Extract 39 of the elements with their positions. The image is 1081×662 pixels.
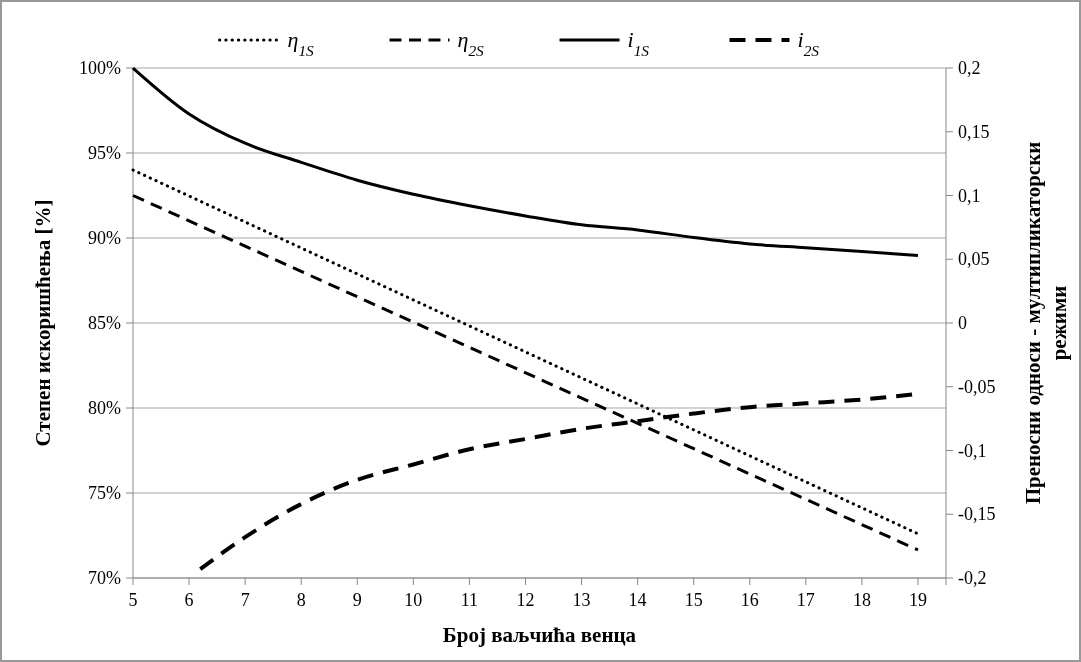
x-tick-label: 13 xyxy=(572,590,591,610)
y-tick-label: 70% xyxy=(88,568,121,588)
y2-tick-label: -0,05 xyxy=(958,376,996,397)
y2-tick-label: 0,1 xyxy=(958,185,981,206)
x-tick-label: 9 xyxy=(352,590,362,610)
y-axis-title: Степен искоришћења [%] xyxy=(31,199,55,447)
y-tick-label: 80% xyxy=(88,398,121,418)
line-series xyxy=(131,66,920,257)
x-tick-label: 10 xyxy=(404,590,423,610)
y-tick-label: 90% xyxy=(88,228,121,248)
y2-axis-title: Преносни односи - мултипликаторски режими xyxy=(1021,141,1071,505)
y2-tick-label: 0,15 xyxy=(958,121,990,142)
legend-label: η$_{1S}$ xyxy=(287,27,315,59)
y-tick-label: 85% xyxy=(88,313,121,333)
y-tick-label: 100% xyxy=(79,58,121,78)
x-tick-label: 16 xyxy=(740,590,759,610)
legend-label: i$_{2S}$ xyxy=(797,27,820,59)
x-tick-label: 6 xyxy=(184,590,194,610)
x-tick-label: 14 xyxy=(628,590,647,610)
y2-tick-label: -0,2 xyxy=(958,568,987,588)
x-tick-label: 17 xyxy=(796,590,815,610)
y2-tick-label: 0 xyxy=(958,313,967,333)
x-tick-label: 7 xyxy=(240,590,250,610)
y-tick-label: 95% xyxy=(88,143,121,163)
x-tick-label: 11 xyxy=(460,590,479,610)
x-tick-label: 5 xyxy=(128,590,138,610)
x-tick-label: 12 xyxy=(516,590,535,610)
legend-label: i$_{1S}$ xyxy=(627,27,650,59)
y2-tick-label: -0,1 xyxy=(958,440,987,461)
x-axis-title: Број ваљчића венца xyxy=(442,623,637,647)
legend-label: η$_{2S}$ xyxy=(457,27,485,59)
y-tick-label: 75% xyxy=(88,483,121,503)
x-tick-label: 18 xyxy=(852,590,871,610)
y2-tick-label: 0,05 xyxy=(958,249,990,270)
y2-tick-label: 0,2 xyxy=(958,58,981,78)
x-tick-label: 8 xyxy=(296,590,306,610)
x-tick-label: 15 xyxy=(684,590,703,610)
y2-tick-label: -0,15 xyxy=(958,504,996,525)
x-tick-label: 19 xyxy=(908,590,927,610)
